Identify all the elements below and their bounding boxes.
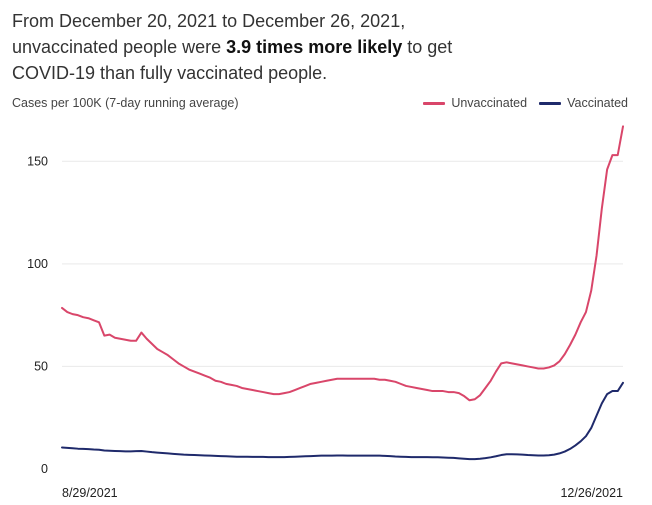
headline-line-2-start: unvaccinated people were [12, 37, 227, 57]
y-tick-labels: 0 50 100 150 [27, 154, 48, 476]
y-tick-label: 50 [34, 359, 48, 373]
y-axis-label: Cases per 100K (7-day running average) [12, 96, 239, 110]
headline-line-1: From December 20, 2021 to December 26, 2… [12, 11, 406, 31]
x-tick-label: 8/29/2021 [62, 486, 118, 500]
series-line-unvaccinated [61, 125, 624, 402]
x-tick-labels: 8/29/2021 12/26/2021 [62, 486, 623, 500]
legend-swatch-vaccinated [539, 101, 562, 105]
series-lines [61, 125, 624, 461]
y-tick-label: 100 [27, 257, 48, 271]
y-tick-label: 0 [41, 462, 48, 476]
legend-label-unvaccinated: Unvaccinated [451, 96, 528, 110]
gridlines [62, 160, 623, 367]
headline-line-2-end: to get [402, 37, 453, 57]
legend-item-unvaccinated: Unvaccinated [423, 96, 527, 110]
legend-item-vaccinated: Vaccinated [539, 96, 628, 110]
legend-label-vaccinated: Vaccinated [567, 96, 628, 110]
headline-line-2: unvaccinated people were 3.9 times more … [12, 34, 632, 60]
x-tick-label: 12/26/2021 [560, 486, 623, 500]
legend: Unvaccinated Vaccinated [423, 96, 628, 110]
legend-swatch-unvaccinated [423, 101, 446, 105]
headline-emphasis: 3.9 times more likely [226, 37, 403, 57]
y-tick-label: 150 [27, 154, 48, 168]
headline: From December 20, 2021 to December 26, 2… [12, 8, 632, 86]
series-line-vaccinated [61, 381, 624, 461]
headline-line-3: COVID-19 than fully vaccinated people. [12, 63, 328, 83]
